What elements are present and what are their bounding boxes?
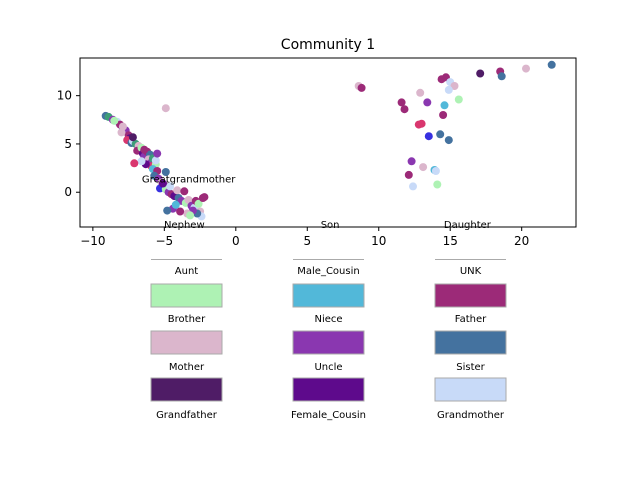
data-point-0-66 xyxy=(110,116,119,125)
data-point-1-16 xyxy=(424,132,433,141)
y-tick-label-1: 5 xyxy=(64,137,72,151)
annotation-1: Nephew xyxy=(164,220,205,231)
legend-swatch-5 xyxy=(434,283,507,308)
y-tick-label-2: 10 xyxy=(57,89,72,103)
data-point-1-5 xyxy=(423,98,432,107)
data-point-0-50 xyxy=(194,199,203,208)
x-tick-label-6: 20 xyxy=(514,234,529,248)
data-point-0-59 xyxy=(163,206,172,215)
data-point-1-17 xyxy=(436,130,445,139)
data-point-1-9 xyxy=(450,82,459,90)
data-point-1-19 xyxy=(476,69,485,78)
plot-frame xyxy=(79,57,577,228)
data-point-0-69 xyxy=(171,200,180,209)
legend-swatch-7 xyxy=(292,330,365,355)
points-layer xyxy=(101,60,556,221)
data-point-0-64 xyxy=(128,133,137,142)
data-point-1-23 xyxy=(547,60,556,69)
legend-swatch-3 xyxy=(150,283,223,308)
legend-swatch-6 xyxy=(150,330,223,355)
data-point-0-62 xyxy=(151,156,160,165)
data-point-1-10 xyxy=(444,85,453,94)
legend-label-7: Uncle xyxy=(314,362,342,373)
data-point-0-61 xyxy=(161,168,170,176)
legend-label-10: Female_Cousin xyxy=(291,410,366,421)
data-point-1-27 xyxy=(431,167,440,175)
data-point-0-38 xyxy=(166,182,175,191)
data-point-1-1 xyxy=(357,83,366,92)
legend-label-11: Grandmother xyxy=(437,410,505,421)
legend: Aunt Male_Cousin UNK Brother Niece Father Moth… xyxy=(150,259,507,421)
data-point-0-70 xyxy=(186,211,195,220)
x-axis: −10 −5 0 5 10 15 20 xyxy=(80,227,529,248)
data-point-0-57 xyxy=(176,207,185,216)
data-point-1-18 xyxy=(444,136,453,145)
data-point-0-67 xyxy=(161,104,170,113)
annotation-layer: Greatgrandmother Nephew Son Daughter xyxy=(142,175,492,231)
legend-label-1: Male_Cousin xyxy=(297,266,359,277)
data-point-1-25 xyxy=(419,163,428,172)
data-point-0-65 xyxy=(117,128,126,137)
legend-label-0: Aunt xyxy=(175,266,199,277)
data-point-1-30 xyxy=(433,180,442,189)
chart-title: Community 1 xyxy=(281,37,375,53)
data-point-1-12 xyxy=(440,101,449,110)
data-point-0-68 xyxy=(153,149,162,158)
legend-label-5: Father xyxy=(455,314,487,325)
legend-label-8: Sister xyxy=(456,362,485,373)
legend-label-2: UNK xyxy=(460,266,482,277)
legend-label-9: Grandfather xyxy=(156,410,218,421)
legend-swatch-4 xyxy=(292,283,365,308)
legend-label-4: Niece xyxy=(314,314,342,325)
x-tick-label-0: −10 xyxy=(80,234,105,248)
data-point-0-44 xyxy=(180,187,189,196)
data-point-0-63 xyxy=(140,145,149,154)
x-tick-label-1: −5 xyxy=(155,234,173,248)
x-tick-label-2: 0 xyxy=(232,234,240,248)
x-tick-label-5: 15 xyxy=(443,234,458,248)
legend-swatch-8 xyxy=(434,330,507,355)
data-point-1-13 xyxy=(439,111,448,119)
data-point-1-3 xyxy=(400,105,409,114)
data-point-1-21 xyxy=(497,72,506,81)
annotation-0: Greatgrandmother xyxy=(142,175,236,186)
data-point-1-11 xyxy=(454,95,463,104)
legend-label-3: Brother xyxy=(168,314,206,325)
data-point-0-71 xyxy=(200,193,209,202)
legend-label-6: Mother xyxy=(169,362,205,373)
data-point-1-15 xyxy=(417,119,426,128)
data-point-1-22 xyxy=(522,64,530,73)
annotation-3: Daughter xyxy=(444,220,492,231)
y-axis: 0 5 10 xyxy=(57,89,80,199)
legend-swatch-10 xyxy=(292,377,365,402)
data-point-0-60 xyxy=(158,179,167,188)
data-point-1-24 xyxy=(407,157,416,166)
data-point-1-2 xyxy=(397,98,406,107)
data-point-1-28 xyxy=(404,170,413,179)
y-tick-label-0: 0 xyxy=(64,185,72,199)
data-point-0-29 xyxy=(137,157,146,166)
annotation-2: Son xyxy=(321,220,340,231)
data-point-1-29 xyxy=(409,182,417,191)
data-point-0-41 xyxy=(173,186,182,195)
data-point-1-4 xyxy=(416,88,425,97)
x-tick-label-3: 5 xyxy=(303,234,311,248)
legend-swatch-11 xyxy=(434,377,507,402)
x-tick-label-4: 10 xyxy=(371,234,386,248)
data-point-0-30 xyxy=(130,159,139,168)
legend-swatch-9 xyxy=(150,377,223,402)
